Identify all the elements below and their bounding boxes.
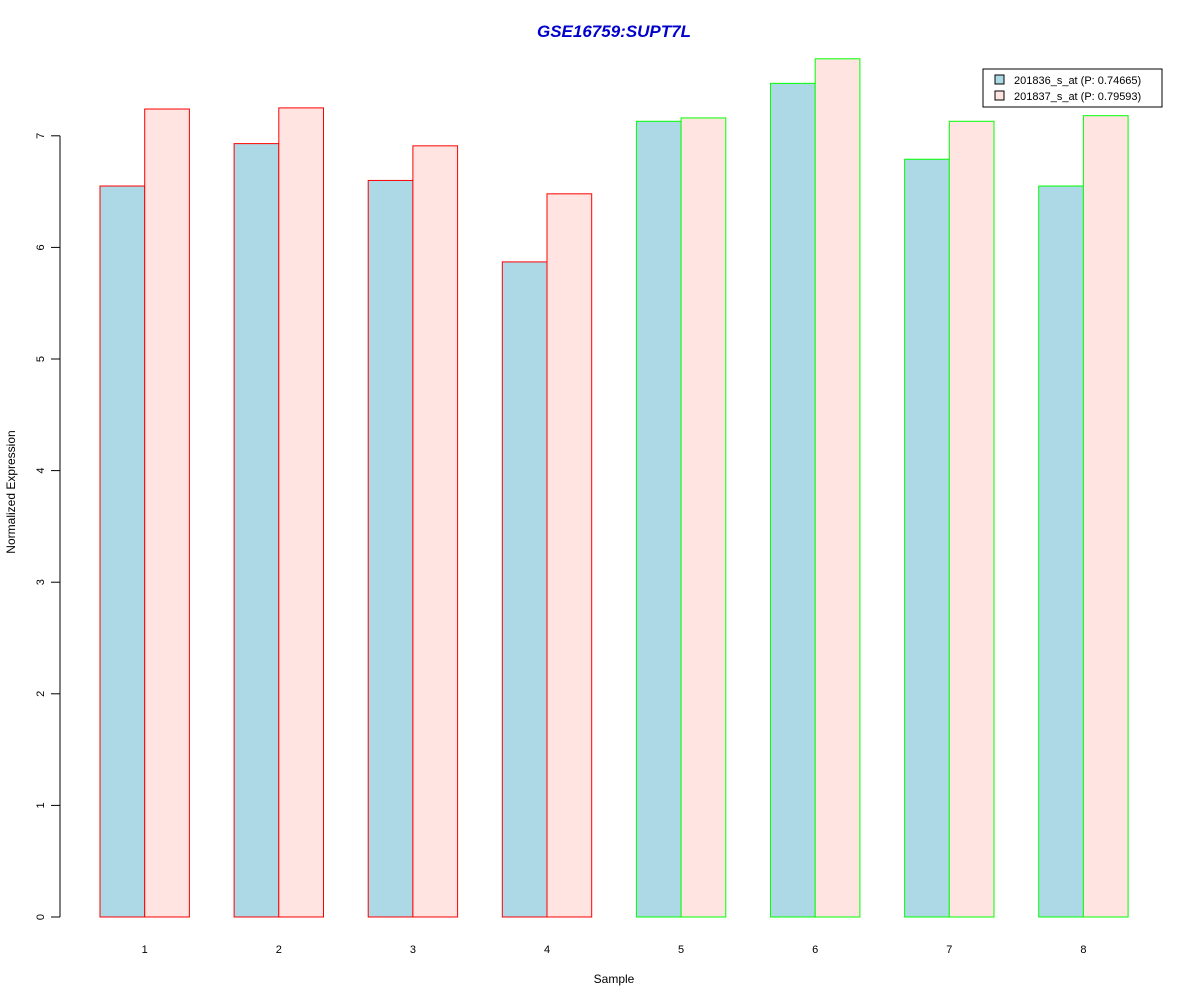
bar-sample-8-series-1	[1038, 185, 1084, 918]
x-tick-label: 7	[946, 944, 952, 956]
x-tick-label: 6	[812, 944, 818, 956]
legend-label: 201837_s_at (P: 0.79593)	[1014, 91, 1141, 103]
x-tick-label: 8	[1080, 944, 1086, 956]
bar-sample-4-series-1	[501, 261, 548, 918]
legend-box	[982, 68, 1163, 108]
y-tick-label: 3	[35, 579, 47, 585]
bar-sample-4-series-2	[546, 193, 593, 918]
bar-sample-5-series-2	[680, 117, 727, 918]
x-tick-label: 5	[678, 944, 684, 956]
bar-sample-6-series-2	[814, 58, 861, 918]
legend-swatch	[994, 74, 1005, 85]
bar-sample-1-series-2	[144, 108, 190, 918]
bar-sample-1-series-1	[99, 185, 146, 918]
bar-sample-8-series-2	[1082, 115, 1129, 918]
bar-sample-3-series-1	[367, 179, 414, 918]
bar-sample-5-series-1	[635, 120, 682, 918]
x-tick-label: 4	[544, 944, 550, 956]
x-tick-label: 1	[142, 944, 148, 956]
y-tick-label: 5	[35, 356, 47, 362]
bar-sample-3-series-2	[412, 145, 459, 918]
bar-sample-2-series-2	[278, 107, 324, 918]
y-axis: 0 1 2 3 4 5 6 7	[35, 133, 61, 920]
x-tick-label: 3	[410, 944, 416, 956]
legend: 201836_s_at (P: 0.74665) 201837_s_at (P: …	[982, 68, 1163, 108]
legend-swatch	[994, 90, 1005, 101]
bar-sample-6-series-1	[770, 82, 816, 918]
bar-sample-7-series-1	[904, 158, 950, 918]
bar-sample-2-series-1	[233, 143, 280, 918]
y-tick-label: 0	[35, 914, 47, 920]
y-tick-label: 1	[35, 802, 47, 808]
x-tick-label: 2	[276, 944, 282, 956]
y-tick-label: 7	[35, 133, 47, 139]
y-tick-label: 2	[35, 691, 47, 697]
bars	[99, 58, 1129, 918]
chart-title: GSE16759:SUPT7L	[537, 22, 691, 41]
y-tick-label: 6	[35, 244, 47, 250]
bar-sample-7-series-2	[948, 120, 995, 918]
x-axis-title: Sample	[594, 972, 635, 986]
y-tick-label: 4	[35, 468, 47, 474]
x-axis-labels: 1 2 3 4 5 6 7 8	[142, 944, 1087, 956]
legend-label: 201836_s_at (P: 0.74665)	[1014, 75, 1141, 87]
y-axis-title: Normalized Expression	[4, 430, 18, 553]
